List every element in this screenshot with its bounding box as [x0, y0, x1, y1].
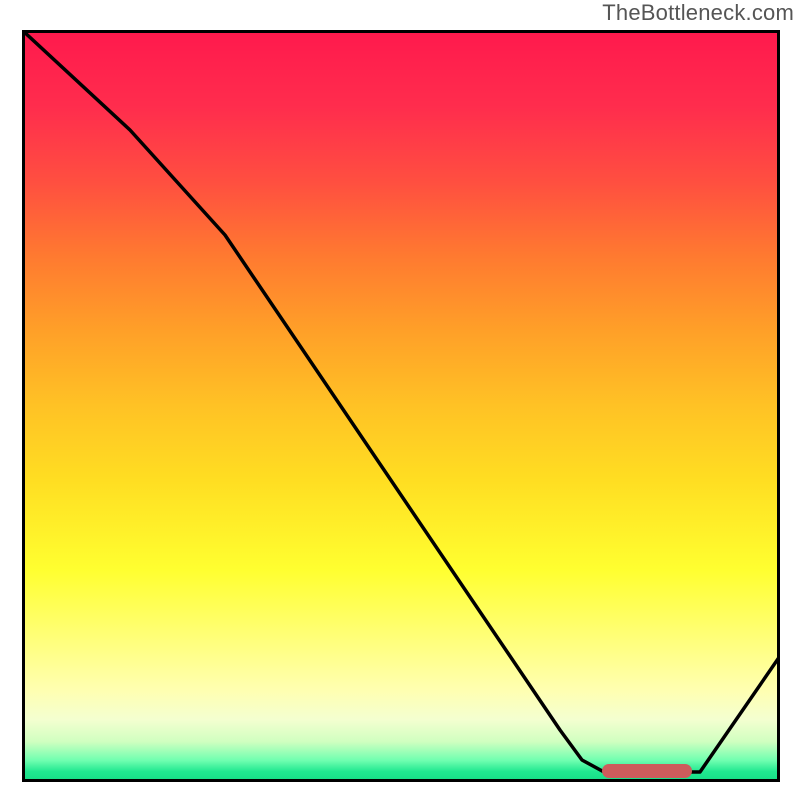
- watermark-text: TheBottleneck.com: [602, 0, 794, 26]
- bottleneck-chart: TheBottleneck.com: [0, 0, 800, 800]
- plot-frame: [22, 30, 780, 782]
